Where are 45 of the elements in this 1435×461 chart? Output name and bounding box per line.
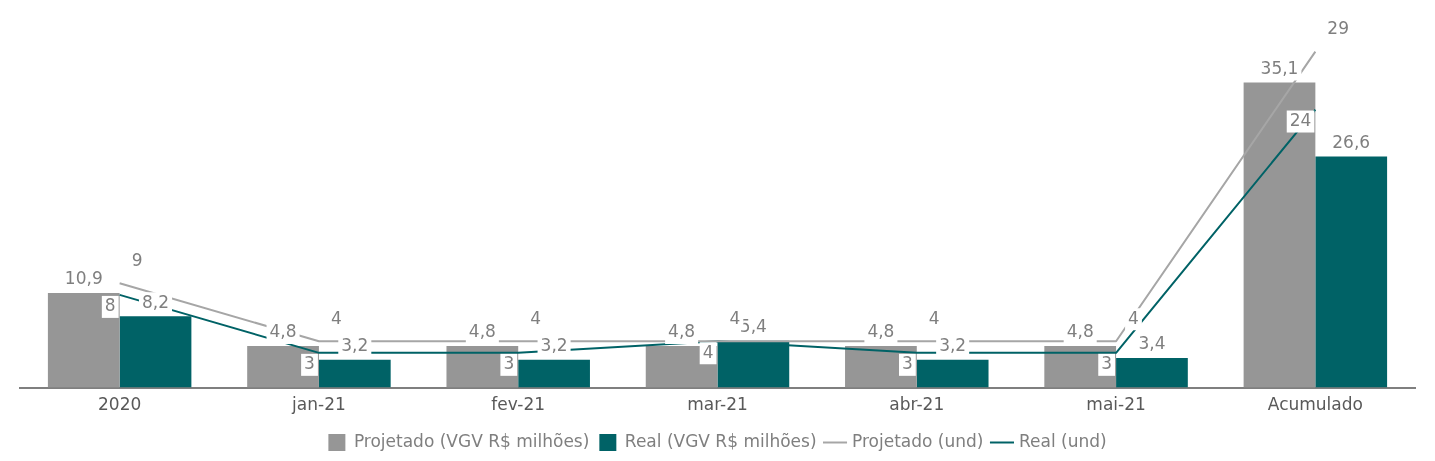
x-tick-label: mai-21 — [1086, 394, 1146, 415]
data-label: 9 — [131, 249, 143, 270]
data-label: 3 — [901, 353, 913, 374]
data-label: 4,8 — [668, 321, 696, 342]
data-label: 4 — [1128, 307, 1139, 328]
data-label: 8,2 — [142, 291, 170, 312]
data-label: 3,4 — [1138, 333, 1166, 354]
data-label: 3 — [1101, 353, 1113, 374]
legend-label: Projetado (und) — [852, 430, 984, 451]
data-label: 4,8 — [468, 321, 496, 342]
data-label: 4 — [330, 307, 342, 328]
data-label: 10,9 — [64, 268, 103, 289]
bar — [518, 359, 590, 388]
x-tick-label: fev-21 — [491, 394, 546, 415]
data-label: 3 — [304, 353, 315, 374]
data-label: 4 — [530, 307, 542, 328]
data-label: 3,2 — [341, 335, 369, 356]
legend-label: Real (VGV R$ milhões) — [624, 430, 817, 451]
data-label: 3,2 — [939, 335, 967, 356]
data-label: 4,8 — [1066, 321, 1094, 342]
bar — [1315, 156, 1388, 388]
x-tick-label: Acumulado — [1267, 394, 1363, 415]
x-tick-label: mar-21 — [687, 394, 748, 415]
data-label: 4,8 — [867, 321, 895, 342]
data-label: 4 — [928, 307, 940, 328]
data-label: 3 — [503, 353, 515, 374]
data-label: 29 — [1327, 18, 1349, 39]
data-label: 24 — [1289, 109, 1312, 130]
data-label: 35,1 — [1260, 58, 1299, 78]
legend-label: Real (und) — [1018, 430, 1107, 451]
x-tick-label: jan-21 — [291, 394, 346, 415]
bar — [318, 359, 391, 388]
legend-label: Projetado (VGV R$ milhões) — [353, 430, 590, 451]
data-label: 4 — [702, 341, 714, 362]
data-label: 26,6 — [1332, 131, 1371, 152]
data-label: 8 — [104, 295, 116, 316]
x-tick-label: 2020 — [98, 394, 142, 415]
bar — [1243, 82, 1316, 388]
bar — [47, 292, 120, 388]
data-label: 4 — [729, 307, 741, 328]
x-tick-label: abr-21 — [889, 394, 945, 415]
data-label: 3,2 — [540, 335, 568, 356]
bar — [1116, 358, 1188, 388]
data-label: 4,8 — [269, 321, 297, 342]
bar — [916, 359, 989, 388]
